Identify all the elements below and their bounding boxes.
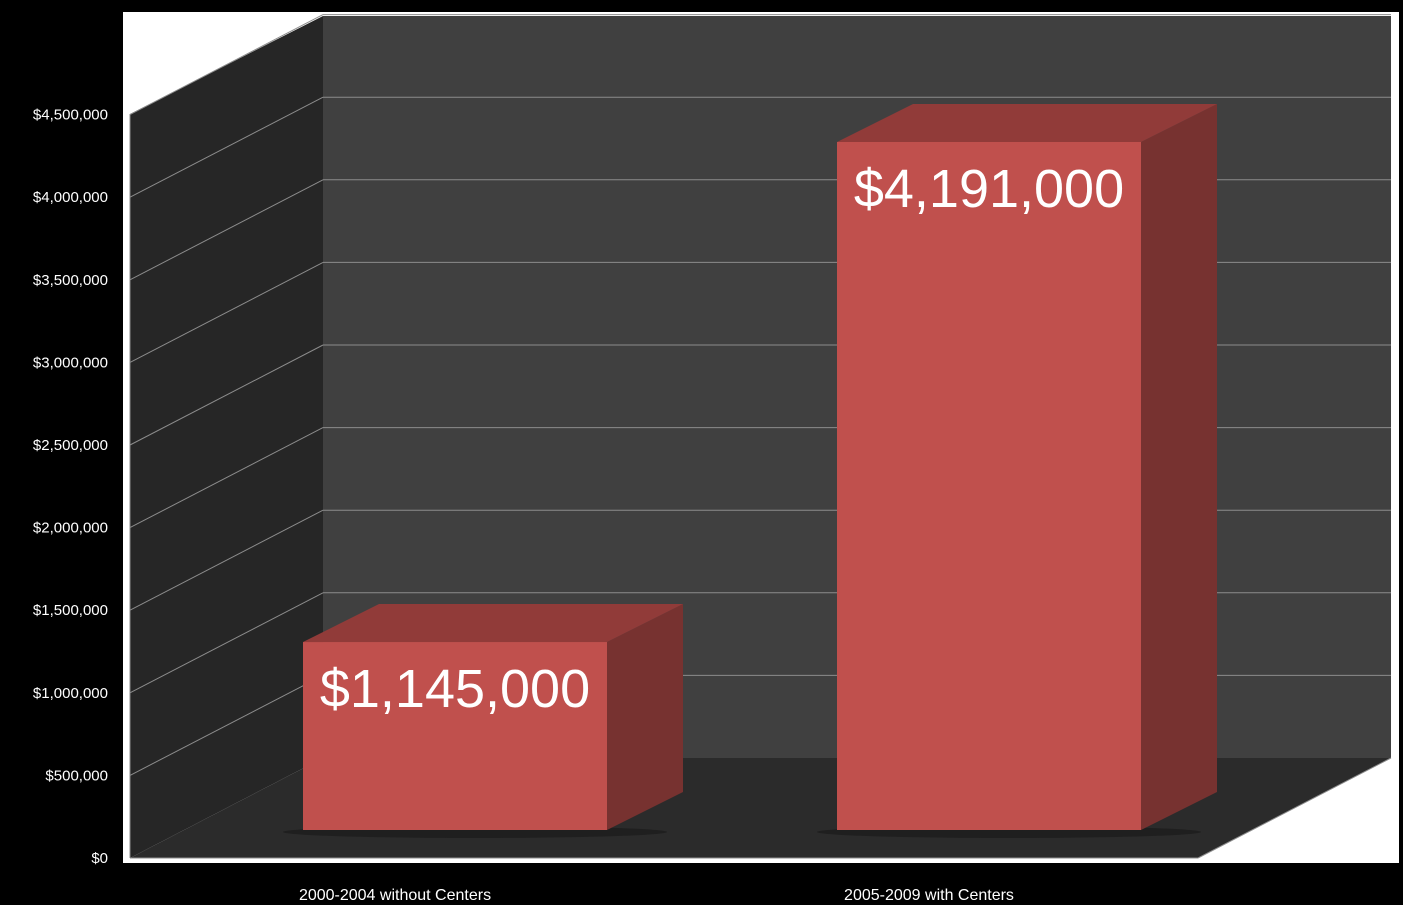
bar: $1,145,000 <box>283 604 683 838</box>
y-tick-label: $2,000,000 <box>33 520 108 537</box>
floor-right-edge <box>1197 757 1392 859</box>
x-category-label: 2005-2009 with Centers <box>844 887 1014 904</box>
y-tick-label: $500,000 <box>45 767 108 784</box>
bar-top-face <box>303 604 683 643</box>
y-tick-label: $4,500,000 <box>33 107 108 124</box>
gridline-side <box>129 96 324 198</box>
x-category-label: 2000-2004 without Centers <box>299 887 491 904</box>
gridline-side <box>129 427 324 529</box>
y-tick-label: $3,500,000 <box>33 272 108 289</box>
side-wall <box>130 16 323 858</box>
gridline-side <box>129 509 324 611</box>
y-tick-label: $2,500,000 <box>33 437 108 454</box>
gridline-side <box>129 592 324 694</box>
bars: $1,145,000 $4,191,000 <box>283 104 1217 838</box>
gridline-side <box>129 344 324 446</box>
bar-front-face <box>837 142 1141 830</box>
bar: $4,191,000 <box>817 104 1217 838</box>
y-axis-ticks: $0 $500,000 $1,000,000 $1,500,000 $2,000,000… <box>33 107 108 867</box>
x-axis-categories: 2000-2004 without Centers 2005-2009 with … <box>299 887 1014 904</box>
y-tick-label: $3,000,000 <box>33 354 108 371</box>
gridline-side <box>129 14 324 116</box>
bar-data-label: $4,191,000 <box>854 159 1124 219</box>
bar-side-face <box>607 604 683 830</box>
gridline-side <box>129 261 324 363</box>
y-tick-label: $1,000,000 <box>33 685 108 702</box>
gridline-side <box>129 179 324 281</box>
bar-front-face <box>303 642 607 830</box>
y-tick-label: $0 <box>91 850 108 867</box>
y-tick-label: $4,000,000 <box>33 189 108 206</box>
bar-data-label: $1,145,000 <box>320 659 590 719</box>
bar-side-face <box>1141 104 1217 830</box>
y-tick-label: $1,500,000 <box>33 602 108 619</box>
bar-top-face <box>837 104 1217 142</box>
gridline-side <box>129 674 324 776</box>
